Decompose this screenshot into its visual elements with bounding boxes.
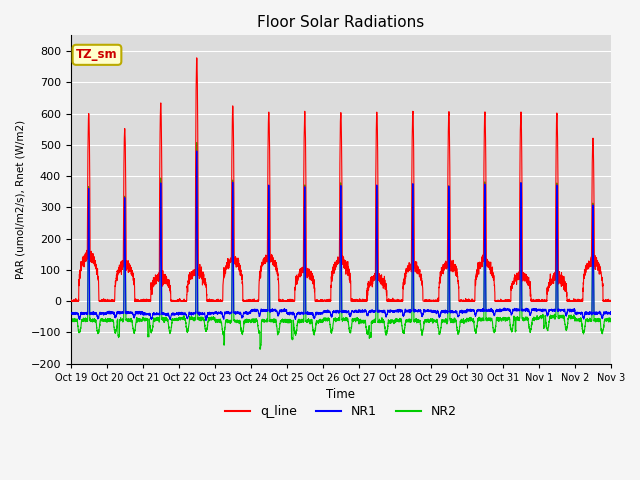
q_line [164,280,172,286]
NR1 [462,309,470,315]
NR1 [321,310,328,315]
NR2 [462,318,470,324]
Line: NR1: NR1 [71,151,611,321]
Line: NR2: NR2 [71,143,611,349]
NR2 [607,317,614,323]
Legend: q_line, NR1, NR2: q_line, NR1, NR2 [220,400,461,423]
Line: q_line: q_line [71,58,611,301]
NR1 [164,311,172,316]
NR1 [202,318,210,324]
X-axis label: Time: Time [326,388,355,401]
q_line [607,298,614,304]
NR2 [432,319,440,324]
NR2 [321,316,328,322]
Text: TZ_sm: TZ_sm [76,48,118,61]
Y-axis label: PAR (umol/m2/s), Rnet (W/m2): PAR (umol/m2/s), Rnet (W/m2) [15,120,25,279]
NR2 [607,316,614,322]
NR2 [256,347,264,352]
q_line [607,297,614,303]
NR2 [193,140,201,145]
q_line [462,297,470,303]
q_line [321,298,328,304]
NR2 [164,317,172,323]
q_line [493,298,500,304]
q_line [67,298,75,304]
q_line [67,298,75,304]
q_line [193,55,200,60]
NR1 [67,310,75,315]
NR1 [432,309,440,314]
NR2 [493,316,500,322]
Title: Floor Solar Radiations: Floor Solar Radiations [257,15,424,30]
NR2 [67,318,75,324]
NR1 [607,311,614,316]
NR1 [607,310,614,315]
q_line [432,298,440,304]
NR1 [193,148,201,154]
NR1 [493,307,500,313]
